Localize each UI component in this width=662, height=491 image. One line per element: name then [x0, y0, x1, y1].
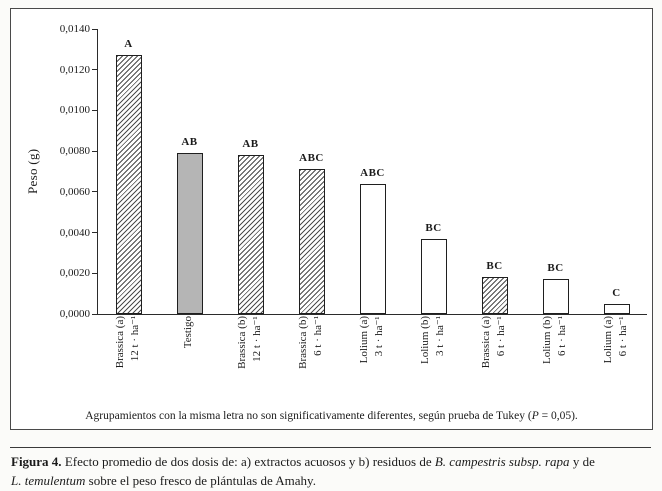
- bar: [542, 279, 569, 314]
- figure-frame: Peso (g) 0,0000 0,0020 0,0040 0,0060 0,0080 0…: [10, 8, 653, 430]
- bar-group: AB: [159, 29, 220, 314]
- x-label-cell: Lolium (b) 6 t · ha⁻¹: [524, 316, 585, 414]
- x-label-line1: Brassica (a): [113, 316, 126, 369]
- text-segment: P: [531, 410, 539, 422]
- bar: [298, 169, 325, 314]
- x-category-label: Lolium (a) 3 t · ha⁻¹: [357, 316, 387, 363]
- x-label-cell: Testigo: [158, 316, 219, 414]
- bar: [481, 277, 508, 314]
- tukey-group-letter: ABC: [360, 167, 385, 179]
- tukey-group-letter: BC: [425, 222, 442, 234]
- bar-group: ABC: [281, 29, 342, 314]
- y-tick-mark: [92, 191, 98, 193]
- bar-group: BC: [464, 29, 525, 314]
- bars-container: A AB AB ABC ABC BC BC BC C: [98, 29, 647, 314]
- x-label-cell: Brassica (b) 12 t · ha⁻¹: [219, 316, 280, 414]
- x-category-label: Brassica (a) 12 t · ha⁻¹: [113, 316, 143, 368]
- text-segment: L. temulentum: [11, 472, 86, 488]
- y-tick-label: 0,0140: [59, 23, 90, 35]
- x-label-line2: 3 t · ha⁻¹: [372, 316, 385, 356]
- y-tick-mark: [92, 272, 98, 274]
- x-label-line1: Testigo: [182, 316, 195, 349]
- x-label-cell: Lolium (b) 3 t · ha⁻¹: [402, 316, 463, 414]
- x-label-cell: Brassica (a) 6 t · ha⁻¹: [463, 316, 524, 414]
- x-label-cell: Brassica (a) 12 t · ha⁻¹: [97, 316, 158, 414]
- x-label-line1: Brassica (b): [296, 316, 309, 369]
- x-label-line1: Lolium (b): [540, 316, 553, 364]
- y-tick-label: 0,0080: [59, 145, 90, 158]
- x-label-line1: Brassica (b): [235, 316, 248, 369]
- x-category-label: Brassica (b) 12 t · ha⁻¹: [235, 316, 265, 369]
- y-tick-label: 0,0040: [59, 226, 90, 239]
- x-category-label: Lolium (b) 3 t · ha⁻¹: [418, 316, 448, 364]
- bar: [359, 184, 386, 314]
- y-tick-mark: [92, 150, 98, 152]
- y-tick-label: 0,0120: [59, 63, 90, 76]
- x-label-line1: Lolium (b): [418, 316, 431, 364]
- x-label-line1: Lolium (a): [601, 316, 614, 364]
- x-axis-labels: Brassica (a) 12 t · ha⁻¹ Testigo Brassica (…: [97, 316, 646, 414]
- text-segment: y de: [569, 454, 595, 469]
- bar-group: ABC: [342, 29, 403, 314]
- bar-group: A: [98, 29, 159, 314]
- tukey-note: Agrupamientos con la misma letra no son …: [11, 410, 652, 422]
- caption-divider: [10, 447, 651, 448]
- x-label-line2: 12 t · ha⁻¹: [250, 316, 263, 362]
- x-label-line1: Brassica (a): [479, 316, 492, 369]
- figure-caption: Figura 4. Efecto promedio de dos dosis d…: [11, 453, 656, 491]
- bar-group: C: [586, 29, 647, 314]
- bar: [603, 304, 630, 314]
- x-category-label: Lolium (b) 6 t · ha⁻¹: [540, 316, 570, 364]
- bar: [115, 55, 142, 314]
- x-label-line2: 6 t · ha⁻¹: [494, 316, 507, 356]
- bar-group: BC: [403, 29, 464, 314]
- x-category-label: Testigo: [181, 316, 196, 348]
- text-segment: Agrupamientos con la misma letra no son …: [85, 410, 532, 422]
- bar: [420, 239, 447, 314]
- x-label-line2: 6 t · ha⁻¹: [616, 316, 629, 356]
- x-category-label: Lolium (a) 6 t · ha⁻¹: [601, 316, 631, 363]
- tukey-group-letter: AB: [242, 138, 259, 150]
- y-tick-mark: [92, 69, 98, 71]
- y-axis-tick-labels: 0,0000 0,0020 0,0040 0,0060 0,0080 0,0100 0,01…: [11, 23, 90, 320]
- plot-area: A AB AB ABC ABC BC BC BC C: [92, 28, 647, 315]
- text-segment: sobre el peso fresco de plántulas de Ama…: [85, 472, 316, 488]
- x-label-cell: Brassica (b) 6 t · ha⁻¹: [280, 316, 341, 414]
- x-label-line2: 3 t · ha⁻¹: [433, 316, 446, 356]
- y-tick-label: 0,0020: [59, 267, 90, 280]
- tukey-group-letter: C: [612, 287, 621, 299]
- y-tick-mark: [92, 313, 98, 315]
- text-segment: = 0,05).: [538, 410, 578, 422]
- tukey-group-letter: ABC: [299, 152, 324, 164]
- x-category-label: Brassica (a) 6 t · ha⁻¹: [479, 316, 509, 368]
- bar: [176, 153, 203, 314]
- y-tick-mark: [92, 232, 98, 234]
- text-segment: Figura 4.: [11, 454, 62, 469]
- tukey-group-letter: BC: [486, 260, 503, 272]
- text-segment: B. campestris subsp. rapa: [434, 454, 570, 469]
- x-label-line2: 6 t · ha⁻¹: [555, 316, 568, 356]
- x-label-cell: Lolium (a) 6 t · ha⁻¹: [585, 316, 646, 414]
- y-tick-mark: [92, 28, 98, 30]
- bar-group: AB: [220, 29, 281, 314]
- y-tick-label: 0,0060: [59, 185, 90, 198]
- tukey-group-letter: BC: [547, 262, 564, 274]
- x-label-line1: Lolium (a): [357, 316, 370, 364]
- tukey-group-letter: A: [124, 38, 133, 50]
- text-segment: Efecto promedio de dos dosis de: a) extr…: [61, 454, 435, 469]
- x-category-label: Brassica (b) 6 t · ha⁻¹: [296, 316, 326, 369]
- x-label-cell: Lolium (a) 3 t · ha⁻¹: [341, 316, 402, 414]
- bar-group: BC: [525, 29, 586, 314]
- y-tick-mark: [92, 109, 98, 111]
- y-tick-label: 0,0000: [59, 308, 90, 320]
- x-label-line2: 12 t · ha⁻¹: [128, 316, 141, 362]
- tukey-group-letter: AB: [181, 136, 198, 148]
- x-label-line2: 6 t · ha⁻¹: [311, 316, 324, 356]
- bar: [237, 155, 264, 314]
- y-tick-label: 0,0100: [59, 104, 90, 117]
